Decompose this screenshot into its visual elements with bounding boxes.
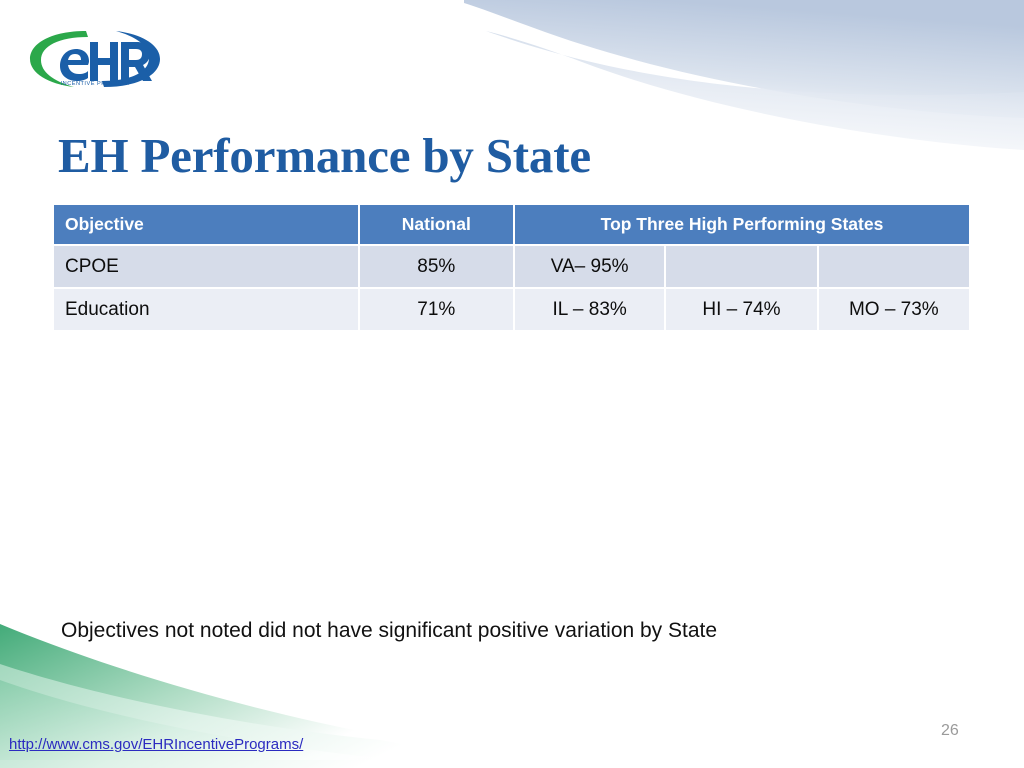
cell-state-rank2 — [664, 244, 819, 289]
cell-state-rank2: HI – 74% — [664, 287, 819, 332]
cms-ehr-incentive-programs-link[interactable]: http://www.cms.gov/EHRIncentivePrograms/ — [9, 736, 304, 753]
cell-national: 71% — [357, 287, 515, 332]
logo-tagline: INCENTIVE PROGRAM — [61, 81, 130, 87]
cell-state-rank1: IL – 83% — [512, 287, 667, 332]
cell-state-rank3: MO – 73% — [816, 287, 972, 332]
column-header-top-three-states: Top Three High Performing States — [512, 203, 972, 246]
page-number: 26 — [941, 722, 959, 739]
cell-objective: CPOE — [52, 244, 360, 289]
table-row: Education 71% IL – 83% HI – 74% MO – 73% — [52, 287, 972, 332]
footnote-text: Objectives not noted did not have signif… — [61, 619, 718, 642]
column-header-objective: Objective — [52, 203, 360, 246]
column-header-national: National — [357, 203, 515, 246]
cell-state-rank1: VA– 95% — [512, 244, 667, 289]
ehr-incentive-program-logo: INCENTIVE PROGRAM — [30, 31, 160, 87]
cell-state-rank3 — [816, 244, 972, 289]
table-header-row: Objective National Top Three High Perfor… — [52, 203, 972, 246]
performance-table: Objective National Top Three High Perfor… — [52, 203, 972, 332]
page-title: EH Performance by State — [58, 128, 591, 183]
cell-objective: Education — [52, 287, 360, 332]
table-row: CPOE 85% VA– 95% — [52, 244, 972, 289]
cell-national: 85% — [357, 244, 515, 289]
